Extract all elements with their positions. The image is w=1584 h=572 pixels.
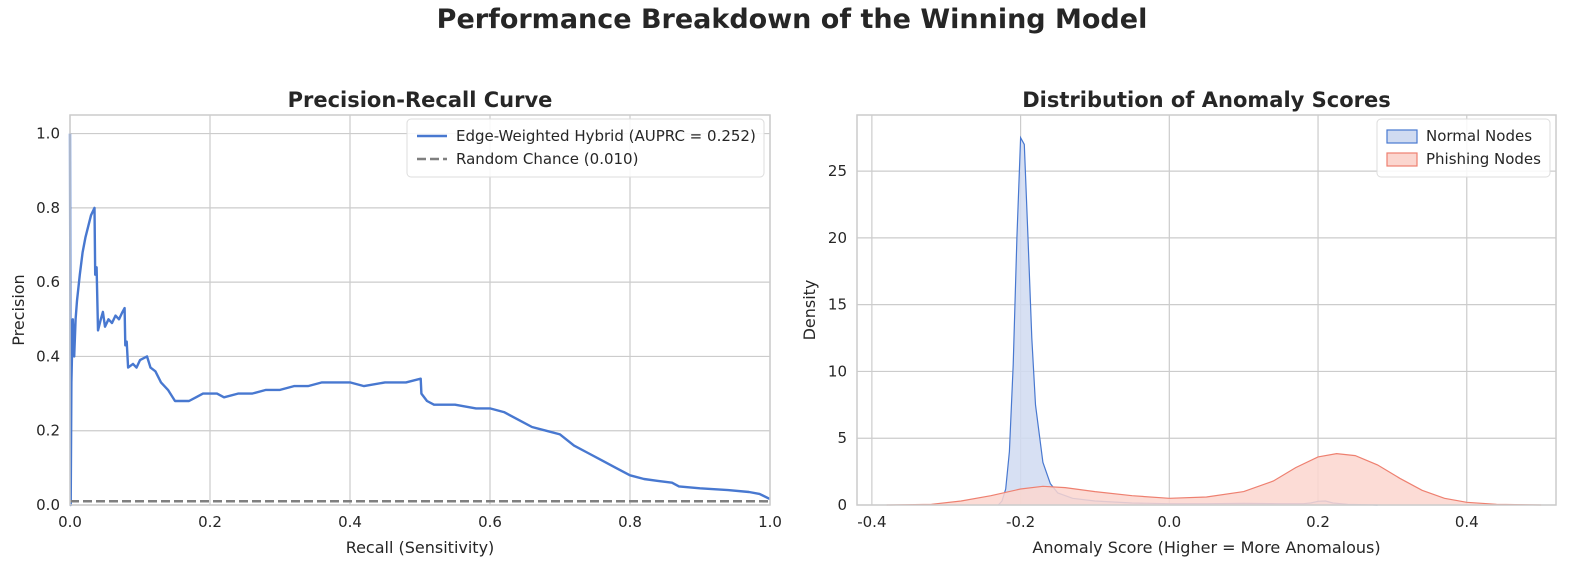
x-tick-label: -0.4 (857, 513, 886, 531)
y-tick-label: 20 (828, 229, 847, 247)
y-tick-label: 1.0 (36, 125, 60, 143)
legend-label: Phishing Nodes (1426, 150, 1541, 168)
x-axis-label: Anomaly Score (Higher = More Anomalous) (1032, 538, 1380, 557)
y-tick-label: 0.4 (36, 347, 60, 365)
y-tick-label: 0.0 (36, 496, 60, 514)
y-tick-label: 0.6 (36, 273, 60, 291)
x-tick-label: -0.2 (1006, 513, 1035, 531)
x-tick-label: 0.2 (198, 513, 222, 531)
legend-swatch (1386, 129, 1418, 144)
plot-frame (856, 114, 1557, 506)
density-fill-0 (998, 137, 1378, 505)
density-line-0 (997, 135, 1378, 506)
series-line-0 (68, 133, 771, 507)
y-tick-label: 0.8 (36, 199, 60, 217)
figure-title: Performance Breakdown of the Winning Mod… (436, 4, 1148, 35)
legend: Edge-Weighted Hybrid (AUPRC = 0.252) Rand… (406, 118, 765, 178)
legend-box (1376, 118, 1551, 178)
density-fill-1 (886, 453, 1542, 505)
y-axis-label: Density (800, 280, 819, 341)
legend: Normal Nodes Phishing Nodes (1376, 118, 1551, 178)
plot-frame (69, 114, 771, 506)
y-tick-label: 10 (828, 362, 847, 380)
x-tick-label: 0.2 (1306, 513, 1330, 531)
x-axis-label: Recall (Sensitivity) (346, 538, 495, 557)
legend-label: Random Chance (0.010) (456, 150, 638, 168)
x-tick-label: 1.0 (758, 513, 782, 531)
chart-title: Precision-Recall Curve (288, 88, 553, 112)
x-tick-label: 0.4 (338, 513, 362, 531)
x-tick-label: 0.4 (1455, 513, 1479, 531)
chart-title: Distribution of Anomaly Scores (1022, 88, 1390, 112)
y-tick-label: 0.2 (36, 422, 60, 440)
x-tick-label: 0.0 (1157, 513, 1181, 531)
y-tick-label: 15 (828, 296, 847, 314)
legend-label: Edge-Weighted Hybrid (AUPRC = 0.252) (456, 127, 756, 145)
y-axis-label: Precision (9, 274, 28, 345)
x-tick-label: 0.6 (478, 513, 502, 531)
legend-label: Normal Nodes (1426, 127, 1532, 145)
legend-box (406, 118, 765, 178)
legend-swatch (1386, 152, 1418, 167)
y-tick-label: 25 (828, 162, 847, 180)
y-tick-label: 0 (837, 496, 847, 514)
x-tick-label: 0.8 (618, 513, 642, 531)
density-line-1 (886, 452, 1542, 506)
x-tick-label: 0.0 (58, 513, 82, 531)
y-tick-label: 5 (837, 429, 847, 447)
